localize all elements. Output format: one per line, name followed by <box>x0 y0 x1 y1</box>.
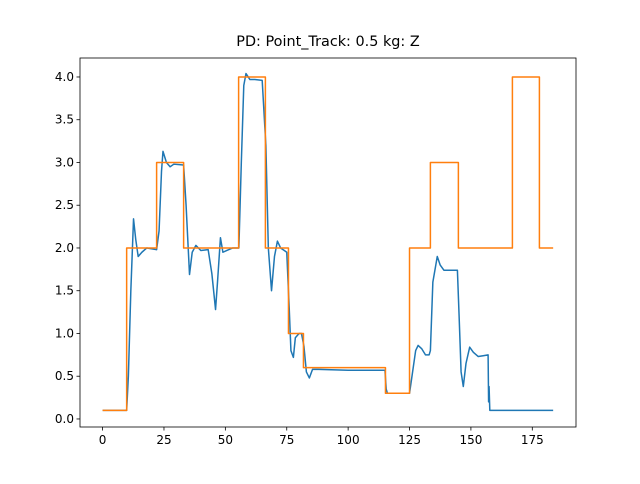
series-line <box>102 72 554 412</box>
x-tick-label: 0 <box>99 433 107 447</box>
y-tick-label: 0.0 <box>55 412 74 426</box>
x-tick-label: 125 <box>398 433 421 447</box>
series-line <box>102 76 554 412</box>
y-tick-label: 0.5 <box>55 369 74 383</box>
x-tick-label: 100 <box>337 433 360 447</box>
x-tick-label: 75 <box>279 433 294 447</box>
plot-frame <box>79 57 577 428</box>
y-tick-label: 4.0 <box>55 70 74 84</box>
y-tick-label: 1.0 <box>55 326 74 340</box>
y-tick-label: 3.5 <box>55 113 74 127</box>
x-tick-label: 25 <box>156 433 171 447</box>
x-tick-label: 50 <box>218 433 233 447</box>
y-tick-label: 2.5 <box>55 198 74 212</box>
x-tick-label: 175 <box>521 433 544 447</box>
y-tick-label: 1.5 <box>55 284 74 298</box>
y-tick-label: 3.0 <box>55 155 74 169</box>
x-tick-label: 150 <box>459 433 482 447</box>
chart-title: PD: Point_Track: 0.5 kg: Z <box>236 34 420 50</box>
y-tick-label: 2.0 <box>55 241 74 255</box>
